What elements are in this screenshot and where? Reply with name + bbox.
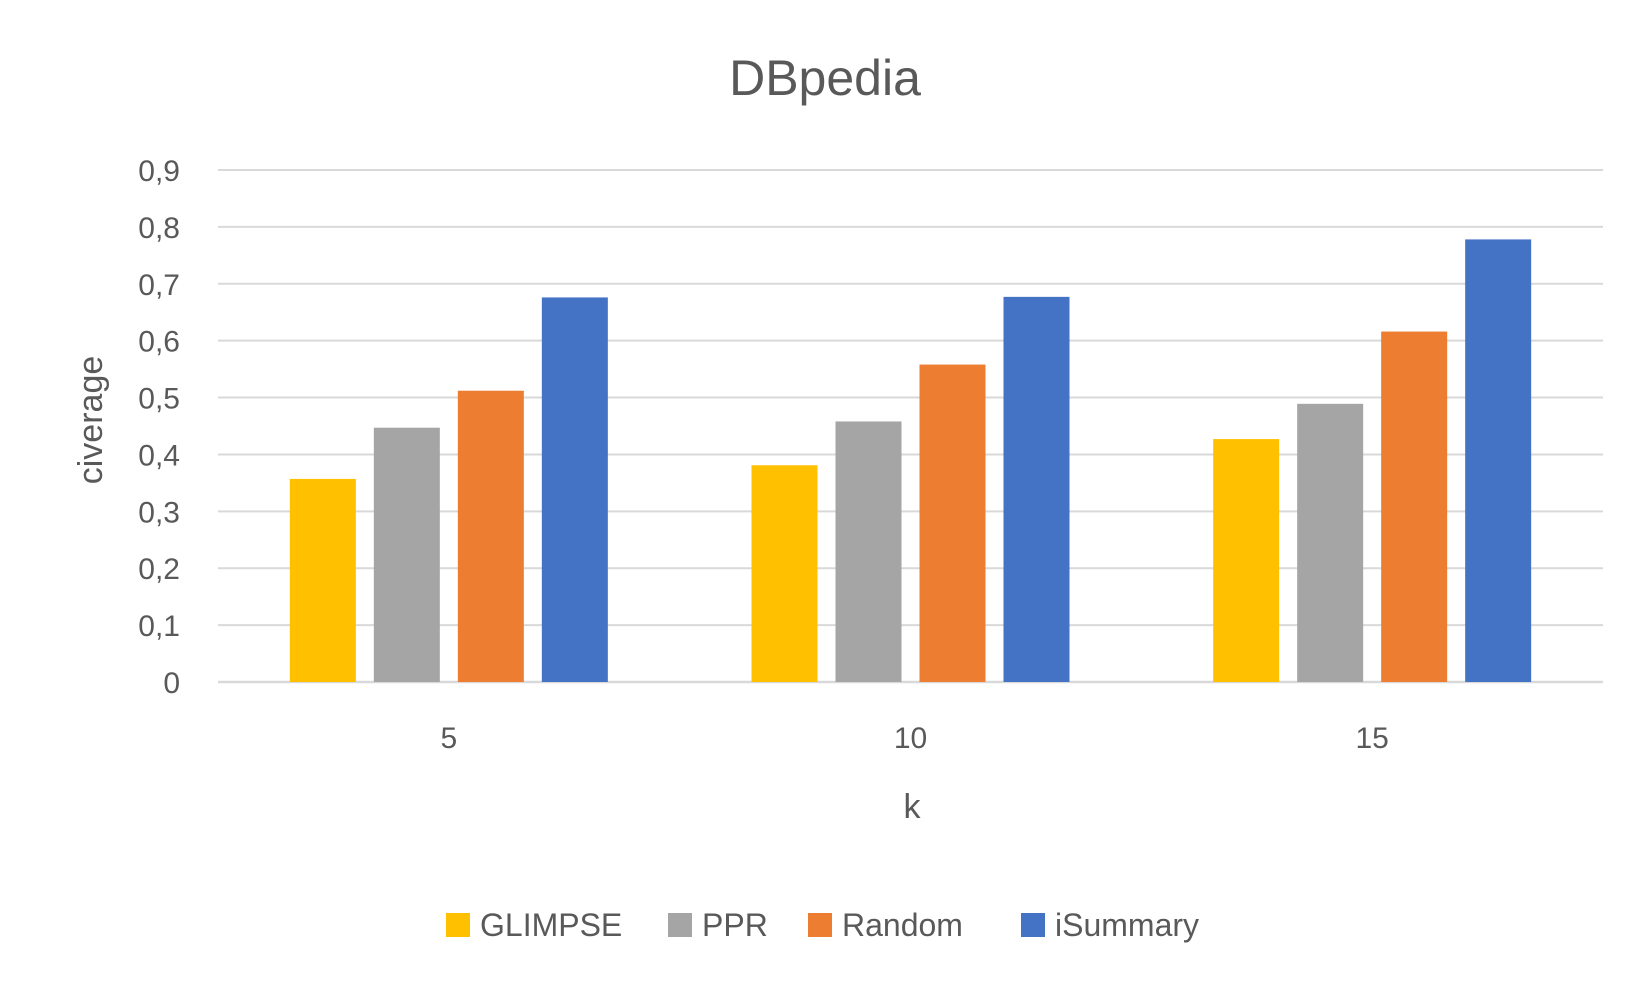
legend-label-isummary: iSummary bbox=[1055, 907, 1199, 943]
bar-glimpse-15 bbox=[1213, 439, 1280, 682]
bar-isummary-10 bbox=[1003, 296, 1070, 682]
legend-label-glimpse: GLIMPSE bbox=[480, 907, 622, 943]
y-tick-label: 0,8 bbox=[138, 212, 180, 245]
x-tick-label: 5 bbox=[440, 722, 457, 755]
bar-random-5 bbox=[457, 390, 524, 682]
gridlines bbox=[218, 169, 1603, 684]
x-axis-ticks: 5 10 15 bbox=[440, 722, 1388, 755]
bar-isummary-5 bbox=[541, 297, 608, 682]
bar-random-10 bbox=[919, 364, 986, 682]
y-tick-label: 0,3 bbox=[138, 496, 180, 529]
y-tick-label: 0,1 bbox=[138, 610, 180, 643]
bar-ppr-15 bbox=[1297, 403, 1364, 682]
y-axis-ticks: 0 0,1 0,2 0,3 0,4 0,5 0,6 0,7 0,8 0,9 bbox=[138, 155, 180, 700]
y-tick-label: 0,9 bbox=[138, 155, 180, 188]
bar-ppr-10 bbox=[835, 421, 902, 682]
y-tick-label: 0,5 bbox=[138, 383, 180, 416]
y-tick-label: 0,4 bbox=[138, 439, 180, 472]
legend-label-ppr: PPR bbox=[702, 907, 768, 943]
y-tick-label: 0 bbox=[163, 667, 180, 700]
x-tick-label: 10 bbox=[894, 722, 927, 755]
legend: GLIMPSE PPR Random iSummary bbox=[446, 907, 1199, 943]
bar-ppr-5 bbox=[373, 427, 440, 682]
y-tick-label: 0,2 bbox=[138, 553, 180, 586]
bar-random-15 bbox=[1381, 331, 1448, 682]
bar-glimpse-10 bbox=[751, 465, 818, 682]
legend-swatch-glimpse bbox=[446, 913, 470, 937]
bars bbox=[289, 239, 1532, 682]
legend-swatch-ppr bbox=[668, 913, 692, 937]
bar-glimpse-5 bbox=[289, 478, 356, 682]
y-tick-label: 0,6 bbox=[138, 326, 180, 359]
legend-swatch-isummary bbox=[1021, 913, 1045, 937]
y-axis-title: civerage bbox=[72, 356, 110, 485]
bar-isummary-15 bbox=[1465, 239, 1532, 682]
y-tick-label: 0,7 bbox=[138, 269, 180, 302]
x-axis-title: k bbox=[904, 788, 922, 826]
legend-label-random: Random bbox=[842, 907, 963, 943]
x-tick-label: 15 bbox=[1355, 722, 1388, 755]
chart-title: DBpedia bbox=[729, 50, 921, 106]
legend-swatch-random bbox=[808, 913, 832, 937]
